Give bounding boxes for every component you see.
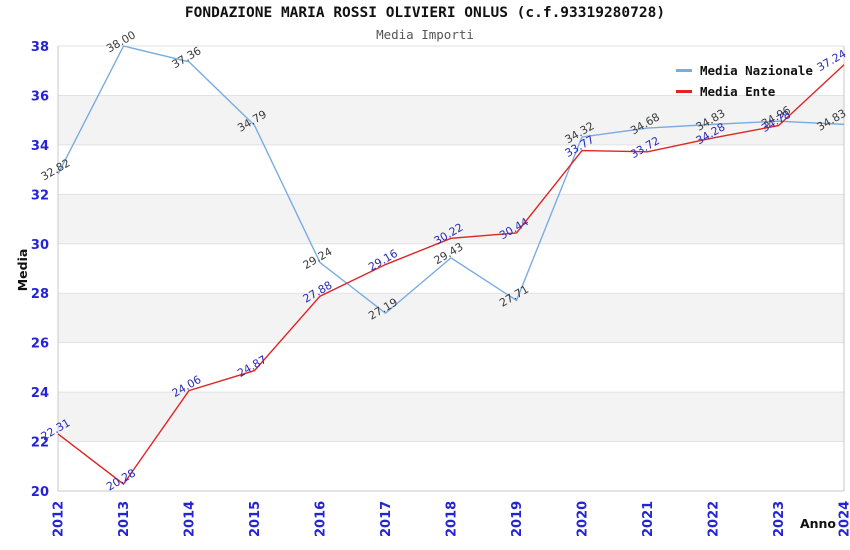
x-tick-label: 2019 <box>510 501 525 537</box>
grid-band <box>58 194 844 244</box>
y-tick-label: 32 <box>31 188 49 203</box>
x-tick-label: 2016 <box>314 501 329 537</box>
y-tick-label: 28 <box>31 287 49 302</box>
data-label: 24.87 <box>235 353 269 380</box>
x-axis-title: Anno <box>800 516 836 531</box>
x-tick-label: 2022 <box>707 501 722 537</box>
y-tick-label: 26 <box>31 337 49 352</box>
legend-label-media-nazionale: Media Nazionale <box>700 63 813 78</box>
y-tick-label: 20 <box>31 485 49 500</box>
y-tick-label: 24 <box>31 386 49 401</box>
data-label: 20.28 <box>104 466 138 493</box>
data-label: 37.36 <box>170 44 204 71</box>
grid-band <box>58 293 844 343</box>
legend: Media Nazionale Media Ente <box>676 60 813 102</box>
grid-band <box>58 95 844 145</box>
legend-swatch-media-nazionale <box>676 69 692 72</box>
y-tick-label: 30 <box>31 238 49 253</box>
x-tick-label: 2015 <box>248 501 263 537</box>
series-line-media-nazionale <box>57 45 845 315</box>
data-label: 29.16 <box>366 247 400 274</box>
series-line-media-ente <box>57 64 845 486</box>
y-tick-label: 36 <box>31 89 49 104</box>
x-tick-label: 2020 <box>576 501 591 537</box>
chart-title: FONDAZIONE MARIA ROSSI OLIVIERI ONLUS (c… <box>184 5 666 21</box>
y-tick-label: 22 <box>31 436 49 451</box>
x-tick-label: 2012 <box>52 501 67 537</box>
x-tick-label: 2013 <box>117 501 132 537</box>
legend-swatch-media-ente <box>676 90 692 93</box>
x-tick-label: 2021 <box>641 501 656 537</box>
y-axis-title: Media <box>15 249 30 292</box>
y-tick-label: 34 <box>31 139 49 154</box>
x-tick-label: 2024 <box>838 501 850 537</box>
x-tick-label: 2017 <box>379 501 394 537</box>
x-tick-label: 2023 <box>772 501 787 537</box>
data-label: 29.24 <box>301 245 335 272</box>
data-label: 32.82 <box>39 156 73 183</box>
grid-band <box>58 392 844 442</box>
chart-subtitle: Media Importi <box>376 27 474 42</box>
y-tick-label: 38 <box>31 40 49 55</box>
legend-item-media-nazionale: Media Nazionale <box>676 60 813 81</box>
x-tick-label: 2018 <box>445 501 460 537</box>
x-tick-label: 2014 <box>183 501 198 537</box>
data-label: 37.24 <box>815 47 849 74</box>
legend-label-media-ente: Media Ente <box>700 84 776 99</box>
legend-item-media-ente: Media Ente <box>676 81 813 102</box>
